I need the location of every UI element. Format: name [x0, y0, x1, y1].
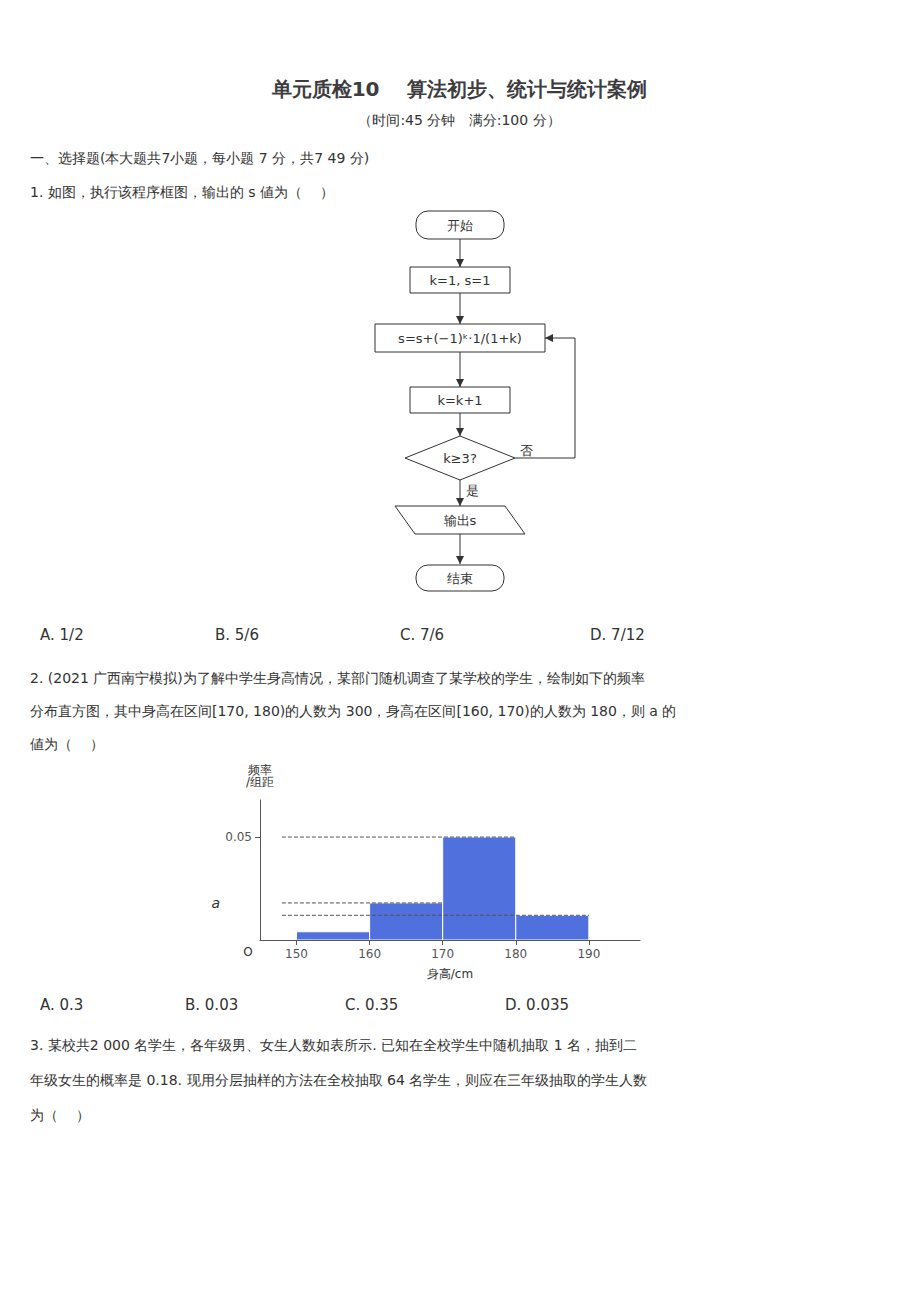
svg-text:B. 0.03: B. 0.03: [185, 996, 238, 1014]
svg-text:0.05: 0.05: [225, 830, 252, 844]
svg-text:/组距: /组距: [246, 775, 274, 789]
svg-text:C. 0.35: C. 0.35: [345, 996, 398, 1014]
svg-text:a: a: [211, 895, 220, 911]
svg-text:1. 如图，执行该程序框图，输出的 s 値为（ ）: 1. 如图，执行该程序框图，输出的 s 値为（ ）: [30, 184, 334, 200]
svg-text:A. 1/2: A. 1/2: [40, 626, 84, 644]
svg-text:身高/cm: 身高/cm: [427, 967, 473, 981]
svg-text:否: 否: [520, 443, 533, 458]
svg-text:170: 170: [431, 947, 454, 961]
svg-text:O: O: [243, 945, 252, 959]
svg-text:结束: 结束: [447, 571, 473, 586]
svg-text:单元质检10 算法初步、统计与统计案例: 单元质检10 算法初步、统计与统计案例: [271, 77, 648, 101]
svg-text:180: 180: [504, 947, 527, 961]
svg-text:一、选择题(本大题共7小题，每小题 7 分，共7 49 分): 一、选择题(本大题共7小题，每小题 7 分，共7 49 分): [30, 150, 369, 166]
svg-text:190: 190: [577, 947, 600, 961]
svg-text:年级女生的概率是 0.18. 现用分层抽样的方法在全校抽取: 年级女生的概率是 0.18. 现用分层抽样的方法在全校抽取 64 名学生，则应在…: [30, 1072, 647, 1088]
svg-text:开始: 开始: [447, 218, 473, 233]
svg-text:D. 7/12: D. 7/12: [590, 626, 645, 644]
svg-text:频率: 频率: [248, 763, 272, 777]
svg-text:s=s+(−1)ᵏ·1/(1+k): s=s+(−1)ᵏ·1/(1+k): [398, 331, 522, 346]
svg-text:k=k+1: k=k+1: [437, 393, 482, 408]
svg-text:160: 160: [358, 947, 381, 961]
svg-text:A. 0.3: A. 0.3: [40, 996, 83, 1014]
svg-text:k≥3?: k≥3?: [443, 451, 477, 466]
svg-text:为（ ）: 为（ ）: [30, 1107, 90, 1123]
svg-text:値为（ ）: 値为（ ）: [30, 736, 104, 752]
svg-text:输出s: 输出s: [444, 513, 477, 528]
svg-text:B. 5/6: B. 5/6: [215, 626, 259, 644]
svg-text:（时间:45 分钟 满分:100 分）: （时间:45 分钟 满分:100 分）: [358, 112, 560, 128]
svg-text:2. (2021 广西南宁模拟)为了解中学生身高情况，某部门: 2. (2021 广西南宁模拟)为了解中学生身高情况，某部门随机调查了某学校的学…: [30, 670, 645, 686]
svg-text:是: 是: [466, 483, 479, 498]
svg-text:3. 某校共2 000 名学生，各年级男、女生人数如表所示.: 3. 某校共2 000 名学生，各年级男、女生人数如表所示. 已知在全校学生中随…: [30, 1037, 637, 1053]
svg-text:D. 0.035: D. 0.035: [505, 996, 569, 1014]
svg-text:150: 150: [285, 947, 308, 961]
svg-text:C. 7/6: C. 7/6: [400, 626, 444, 644]
svg-text:分布直方图，其中身高在区间[170, 180)的人数为 30: 分布直方图，其中身高在区间[170, 180)的人数为 300，身高在区间[16…: [30, 703, 676, 719]
svg-text:k=1, s=1: k=1, s=1: [430, 273, 491, 288]
